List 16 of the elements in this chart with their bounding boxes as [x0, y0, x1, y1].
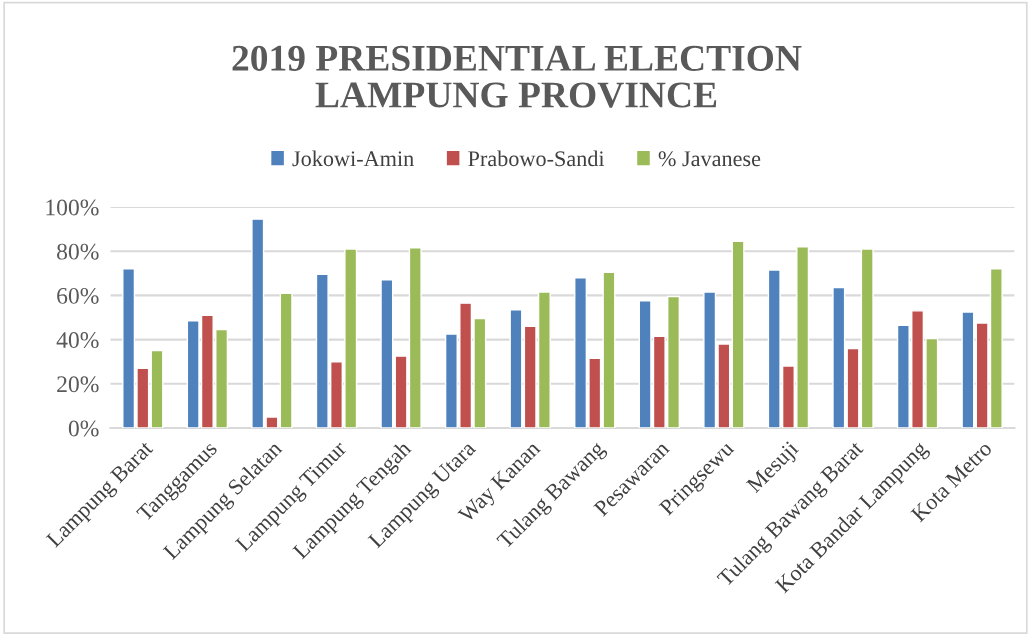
legend-label: Prabowo-Sandi: [468, 150, 605, 167]
y-tick-label: 20%: [57, 376, 99, 393]
bar: [150, 349, 164, 428]
legend-label: % Javanese: [658, 151, 761, 167]
bar: [509, 309, 523, 428]
bar: [961, 311, 975, 428]
bar: [731, 240, 745, 428]
legend-label: Jokowi-Amin: [292, 150, 414, 167]
chart-title: 2019 PRESIDENTIAL ELECTION LAMPUNG PROVINCE: [232, 45, 802, 108]
y-tick-label: 60%: [57, 287, 99, 304]
bar: [380, 279, 394, 428]
y-tick-label: 0%: [68, 420, 99, 437]
y-tick-label: 80%: [57, 243, 99, 260]
y-tick-label: 100%: [46, 199, 99, 216]
bar: [279, 292, 293, 428]
y-tick-label: 40%: [56, 332, 99, 349]
